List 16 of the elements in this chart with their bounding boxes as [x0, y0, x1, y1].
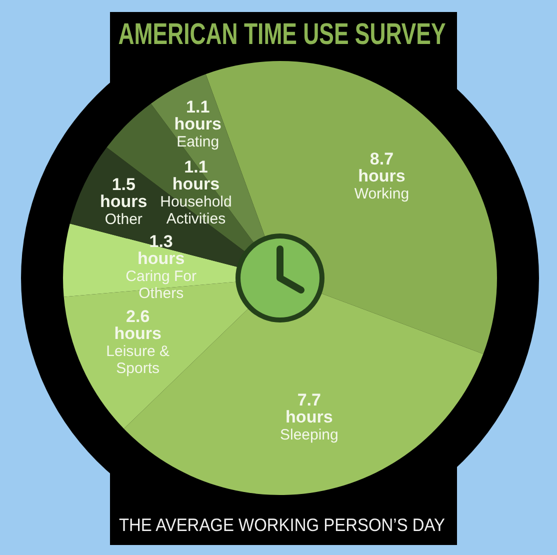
slice-label: Caring For Others: [126, 268, 196, 302]
text: THE AVERAGE WORKING PERSON’S DAY: [118, 514, 446, 536]
slice-label: Other: [104, 211, 142, 228]
slice-label: Sleeping: [280, 426, 338, 444]
slice-label: Household Activities: [160, 193, 232, 228]
data-label: 2.6 hours: [114, 306, 162, 343]
data-label: 1.5 hours: [100, 175, 148, 212]
chart-title: AMERICAN TIME USE SURVEY: [118, 16, 446, 51]
data-label: 8.7 hours: [358, 150, 406, 186]
data-label: 1.1 hours: [172, 157, 220, 194]
data-label: 1.1 hours: [174, 98, 222, 134]
data-label: 1.3 hours: [137, 232, 185, 268]
data-label: 7.7 hours: [286, 390, 333, 427]
slice-label: Leisure & Sports: [106, 342, 170, 377]
slice-label: Working: [354, 186, 410, 203]
slice-label: Eating: [176, 134, 220, 151]
